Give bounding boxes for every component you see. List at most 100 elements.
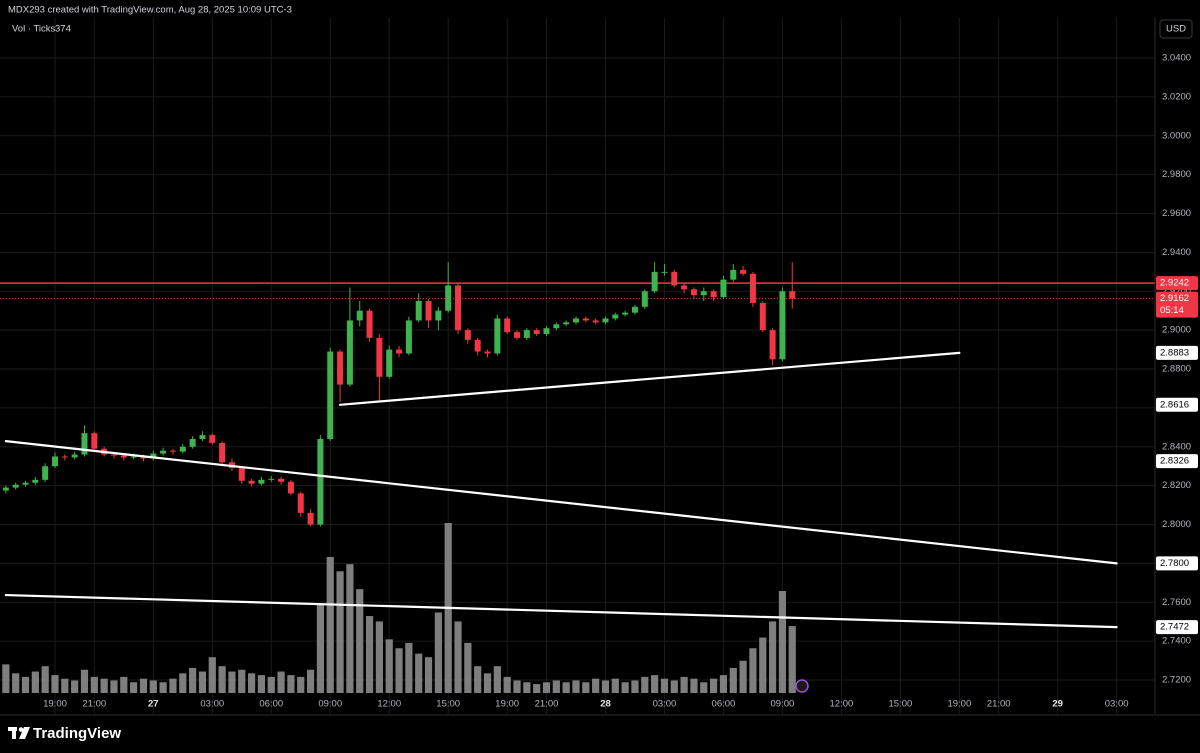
volume-bar	[641, 676, 649, 693]
header-text: MDX293 created with TradingView.com, Aug…	[8, 5, 292, 16]
x-tick-label: 12:00	[830, 699, 854, 710]
volume-bar	[651, 675, 659, 693]
price-tag-label: 2.9242	[1160, 278, 1189, 289]
candle-body	[366, 310, 373, 338]
candle-body	[514, 332, 521, 338]
volume-bar	[297, 676, 305, 693]
candle-body	[425, 300, 432, 321]
candle-body	[651, 271, 658, 292]
x-tick-label: 09:00	[771, 699, 795, 710]
x-tick-label: 09:00	[318, 699, 342, 710]
candle-body	[523, 330, 530, 338]
candle-body	[582, 318, 589, 321]
candle-body	[140, 456, 147, 459]
volume-bar	[31, 671, 39, 693]
x-tick-label: 06:00	[259, 699, 283, 710]
volume-bar	[179, 673, 187, 693]
candle-body	[464, 330, 471, 340]
x-tick-label: 28	[600, 699, 611, 710]
x-tick-label: 19:00	[43, 699, 67, 710]
candle-body	[169, 450, 176, 452]
volume-bar	[336, 571, 344, 693]
y-tick-label: 3.0400	[1162, 53, 1191, 64]
y-tick-label: 2.9400	[1162, 247, 1191, 258]
candle-body	[592, 320, 599, 323]
y-tick-label: 2.9800	[1162, 169, 1191, 180]
x-tick-label: 03:00	[653, 699, 677, 710]
candle-body	[91, 433, 98, 449]
volume-bar	[267, 676, 275, 693]
candle-body	[572, 318, 579, 323]
volume-bar	[405, 642, 413, 693]
volume-bar	[306, 669, 315, 693]
volume-bar	[257, 675, 266, 693]
candle-body	[32, 479, 39, 483]
volume-bar	[464, 642, 472, 693]
candle-body	[484, 351, 491, 354]
volume-bar	[110, 680, 118, 693]
volume-bar	[120, 676, 128, 693]
volume-bar	[533, 684, 541, 693]
volume-bar	[788, 626, 796, 693]
currency-box[interactable]	[1159, 19, 1193, 39]
candle-body	[533, 330, 540, 335]
volume-bar	[710, 678, 718, 693]
volume-bar	[51, 675, 59, 693]
volume-bar	[198, 671, 207, 693]
x-tick-label: 03:00	[200, 699, 224, 710]
volume-bar	[768, 621, 777, 693]
candle-body	[789, 291, 796, 299]
candle-body	[386, 349, 393, 377]
candle-body	[22, 482, 29, 485]
y-tick-label: 2.7200	[1162, 675, 1191, 686]
volume-bar	[552, 680, 560, 693]
candle-body	[81, 433, 88, 455]
candle-body	[297, 493, 304, 513]
candle-body	[779, 291, 786, 360]
price-tag	[1156, 556, 1198, 571]
candle-body	[553, 324, 560, 329]
candle-body	[199, 435, 206, 439]
volume-bar	[542, 682, 551, 693]
candle-body	[2, 487, 9, 491]
volume-bar	[759, 637, 767, 693]
candle-body	[759, 302, 766, 331]
candle-body	[720, 279, 727, 298]
candle-body	[631, 306, 638, 313]
price-tag	[1156, 345, 1198, 360]
x-tick-label: 19:00	[495, 699, 519, 710]
x-tick-label: 06:00	[712, 699, 736, 710]
y-tick-label: 2.9000	[1162, 325, 1191, 336]
volume-bar	[749, 648, 757, 693]
volume-bar	[690, 678, 698, 693]
y-tick-label: 2.8000	[1162, 519, 1191, 530]
volume-bar	[424, 657, 433, 693]
price-tag-label: 2.8883	[1160, 347, 1189, 358]
event-icon[interactable]	[795, 679, 809, 693]
x-tick-label: 19:00	[947, 699, 971, 710]
volume-bar	[326, 557, 334, 693]
candle-body	[749, 273, 756, 303]
x-tick-label: 12:00	[377, 699, 401, 710]
volume-bar	[729, 667, 737, 693]
currency[interactable]: USD	[1166, 24, 1186, 35]
candle-body	[690, 289, 697, 296]
candle-body	[543, 328, 550, 335]
candle-body	[189, 438, 196, 447]
candle-body	[120, 455, 127, 458]
volume-bar	[493, 666, 501, 693]
candle-body	[278, 478, 285, 482]
volume-bar	[719, 675, 728, 693]
volume-bar	[21, 676, 30, 693]
y-tick-label: 2.8400	[1162, 441, 1191, 452]
volume-bar	[100, 678, 108, 693]
candle-body	[346, 320, 353, 385]
price-tag	[1156, 276, 1198, 291]
volume-bar	[287, 675, 295, 693]
volume-bar	[572, 680, 580, 693]
logo-part	[19, 727, 30, 739]
price-tag	[1156, 291, 1198, 318]
candle-body	[52, 456, 58, 467]
x-tick-label: 21:00	[535, 699, 559, 710]
candle-body	[258, 479, 265, 484]
